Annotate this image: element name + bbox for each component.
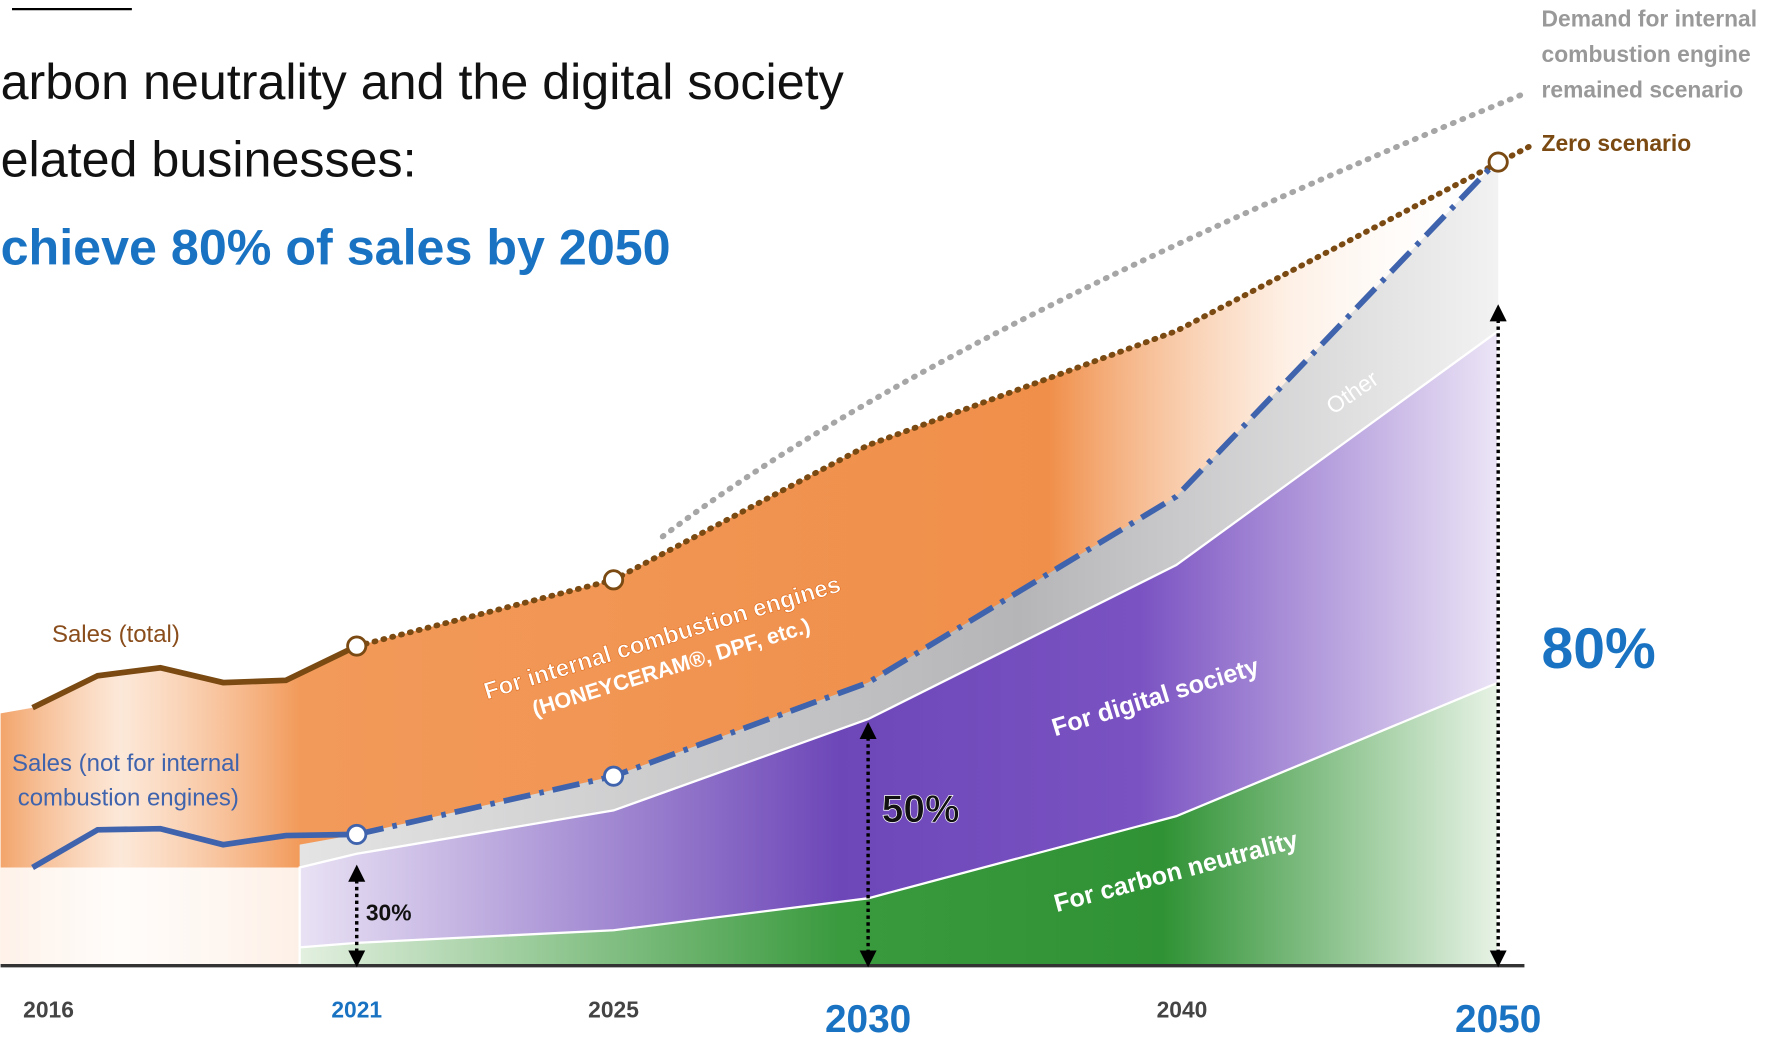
series-label: Sales (not for internal [12,750,240,777]
year-label: 2016 [23,996,74,1022]
point [346,823,368,845]
share-label: 80% [1542,617,1656,681]
legend-text: combustion engine [1542,41,1751,67]
series-label: combustion engines) [18,784,239,811]
title-line: arbon neutrality and the digital society [1,54,845,110]
year-label: 2050 [1455,998,1541,1041]
headline: chieve 80% of sales by 2050 [1,219,671,275]
demand-line [659,90,1528,540]
total-line [31,643,358,711]
non-ice-line [31,825,357,870]
zero-line [353,143,1533,649]
point [1487,151,1509,173]
share-label: 30% [366,899,412,925]
year-label: 2021 [331,996,382,1022]
legend-text: Demand for internal [1542,6,1757,32]
point [603,569,625,591]
share-label: 50% [882,788,960,831]
legend-text: Zero scenario [1542,130,1692,156]
year-label: 2040 [1157,996,1208,1022]
year-label: 2030 [825,998,911,1041]
title-line: elated businesses: [1,131,417,187]
non-ice-forecast [356,157,1501,838]
point [346,635,368,657]
series-label: Sales (total) [52,621,180,648]
year-label: 2025 [588,996,639,1022]
point [603,765,625,787]
mask [0,867,300,966]
legend-text: remained scenario [1542,76,1744,102]
